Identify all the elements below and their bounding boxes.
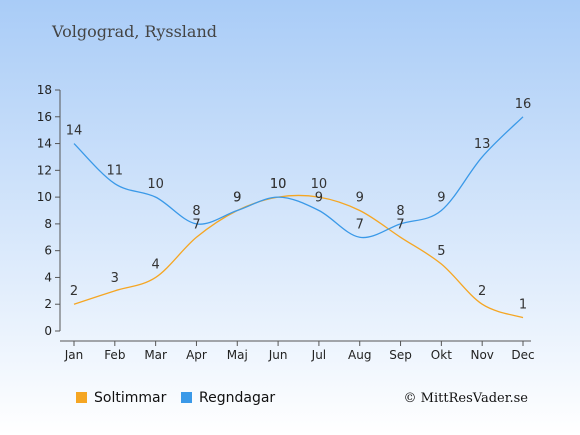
y-tick-label: 14 <box>37 137 52 151</box>
legend-label-regndagar: Regndagar <box>199 390 275 406</box>
x-tick-label: Jan <box>64 348 84 362</box>
y-tick-label: 18 <box>37 83 52 97</box>
data-label-regndagar: 11 <box>107 164 124 179</box>
y-tick-label: 12 <box>37 163 52 177</box>
series-lines <box>73 116 524 319</box>
data-label-soltimmar: 2 <box>478 284 486 299</box>
data-label-regndagar: 8 <box>396 204 404 219</box>
data-label-soltimmar: 4 <box>151 257 159 272</box>
data-label-regndagar: 9 <box>233 191 241 206</box>
data-label-soltimmar: 7 <box>396 217 404 232</box>
chart-title: Volgograd, Ryssland <box>51 22 217 41</box>
data-label-regndagar: 14 <box>66 124 83 139</box>
x-tick-label: Jul <box>311 348 326 362</box>
y-tick-label: 4 <box>44 270 52 284</box>
legend-swatch-soltimmar <box>76 392 87 403</box>
data-label-regndagar: 8 <box>192 204 200 219</box>
legend: Soltimmar Regndagar <box>76 390 275 406</box>
data-label-soltimmar: 5 <box>437 244 445 259</box>
data-label-soltimmar: 2 <box>70 284 78 299</box>
legend-label-soltimmar: Soltimmar <box>94 390 167 406</box>
y-tick-label: 0 <box>44 324 52 338</box>
y-tick-label: 16 <box>37 110 52 124</box>
x-tick-label: Apr <box>186 348 207 362</box>
x-tick-label: Feb <box>104 348 125 362</box>
data-label-soltimmar: 10 <box>311 177 328 192</box>
x-tick-label: Sep <box>389 348 412 362</box>
y-tick-label: 8 <box>44 217 52 231</box>
data-label-soltimmar: 9 <box>356 191 364 206</box>
data-label-regndagar: 10 <box>270 177 287 192</box>
legend-swatch-regndagar <box>181 392 192 403</box>
data-label-regndagar: 9 <box>315 191 323 206</box>
data-label-soltimmar: 7 <box>192 217 200 232</box>
data-label-regndagar: 13 <box>474 137 491 152</box>
credit-text: © MittResVader.se <box>404 391 529 406</box>
x-tick-label: Jun <box>268 348 288 362</box>
x-tick-label: Aug <box>348 348 371 362</box>
x-tick-label: Mar <box>144 348 167 362</box>
x-tick-label: Dec <box>511 348 534 362</box>
y-tick-label: 2 <box>44 297 52 311</box>
x-tick-label: Nov <box>470 348 493 362</box>
x-tick-label: Okt <box>431 348 452 362</box>
series-line-soltimmar <box>73 194 524 319</box>
data-label-regndagar: 16 <box>515 97 532 112</box>
data-label-soltimmar: 1 <box>519 298 527 313</box>
x-tick-label: Maj <box>227 348 248 362</box>
series-line-regndagar <box>73 116 524 239</box>
data-label-regndagar: 9 <box>437 191 445 206</box>
y-tick-label: 6 <box>44 244 52 258</box>
data-label-regndagar: 7 <box>356 217 364 232</box>
data-label-soltimmar: 10 <box>270 177 287 192</box>
data-label-regndagar: 10 <box>147 177 164 192</box>
y-tick-label: 10 <box>37 190 52 204</box>
data-label-soltimmar: 9 <box>233 191 241 206</box>
data-label-soltimmar: 3 <box>111 271 119 286</box>
